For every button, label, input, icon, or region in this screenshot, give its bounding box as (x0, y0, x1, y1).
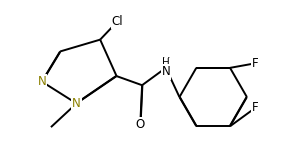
Text: H: H (162, 58, 170, 68)
Text: F: F (252, 102, 259, 114)
Text: Cl: Cl (112, 15, 123, 28)
Text: N: N (37, 75, 46, 88)
Text: N: N (161, 65, 170, 78)
Text: F: F (252, 57, 259, 70)
Text: O: O (136, 118, 145, 131)
Text: H
N: H N (162, 57, 170, 79)
Text: N: N (72, 97, 81, 110)
